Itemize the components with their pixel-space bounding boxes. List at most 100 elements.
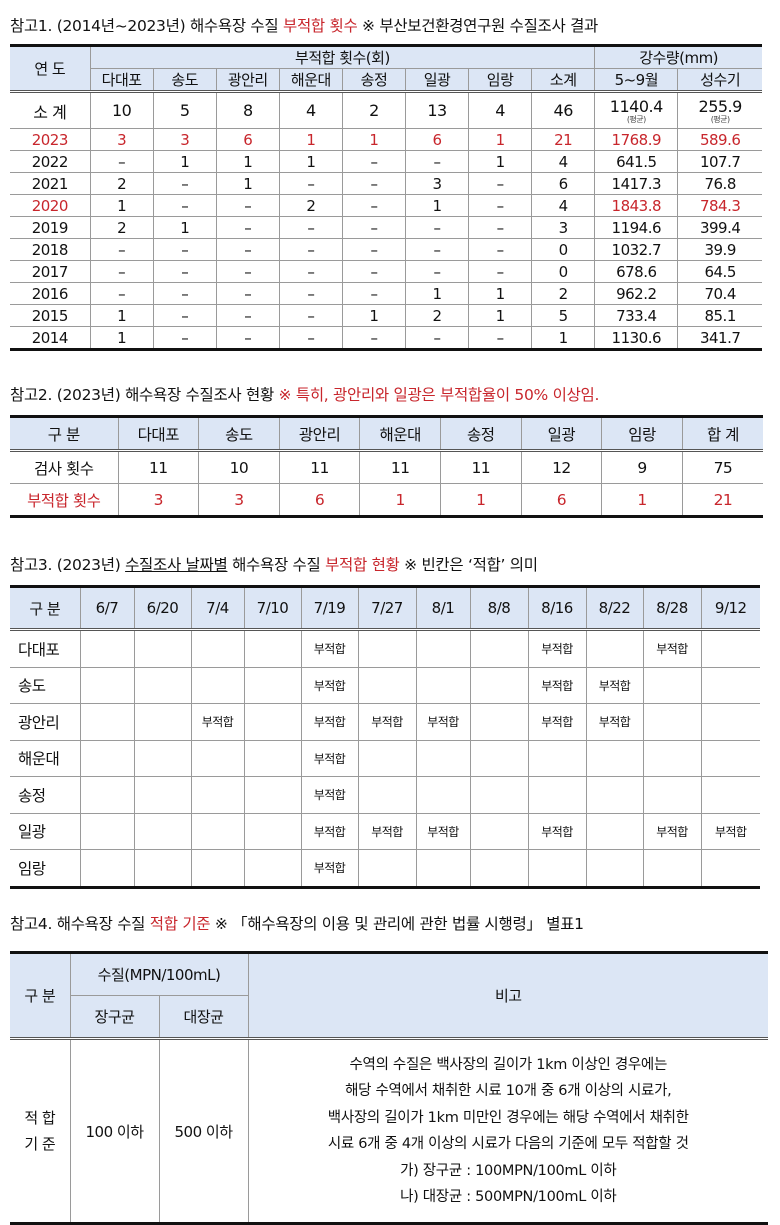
note-line: 나) 대장균 : 500MPN/100mL 이하 <box>400 1189 617 1205</box>
cell: 6 <box>404 128 470 151</box>
result-cell <box>469 629 529 668</box>
cell: 1 <box>601 483 683 517</box>
cell: 3 <box>89 128 154 151</box>
cell: 10 <box>198 450 280 484</box>
table-row: 2019 2 1– – – – –3 1194.6 399.4 <box>10 216 762 239</box>
cell: 6 <box>215 128 280 151</box>
cell: – <box>341 260 406 283</box>
ref3-title-highlight: 부적합 현황 <box>325 556 400 574</box>
ref4-title-highlight: 적합 기준 <box>149 915 211 933</box>
cell: 21 <box>681 483 763 517</box>
cell: – <box>215 238 280 261</box>
cell: 2 <box>89 172 154 195</box>
cell: 2 <box>278 194 343 217</box>
result-cell <box>700 740 760 777</box>
result-cell <box>527 740 587 777</box>
result-cell <box>243 849 302 888</box>
cell: – <box>152 238 217 261</box>
cell: 3 <box>404 172 470 195</box>
result-cell <box>415 667 471 704</box>
cell: – <box>89 260 154 283</box>
cell: – <box>152 172 217 195</box>
table-row: 2023 3 3 6 1 1 6 1 21 1768.9 589.6 <box>10 128 762 151</box>
year-cell: 2019 <box>10 216 91 239</box>
result-cell <box>79 667 135 704</box>
ref4-title-suffix: ※ 「해수욕장의 이용 및 관리에 관한 법률 시행령」 별표1 <box>210 915 584 933</box>
note-line: 해당 수역에서 채취한 시료 10개 중 6개 이상의 시료가, <box>345 1083 672 1099</box>
table-row: 광안리 부적합 부적합 부적합 부적합 부적합 부적합 <box>10 703 760 741</box>
cell: 1 <box>215 150 280 173</box>
cell: 1 <box>468 304 533 327</box>
col-header-category: 구 분 <box>10 586 81 631</box>
table-row: 다대포 부적합 부적합 부적합 <box>10 629 760 668</box>
cell: 1 <box>468 282 533 305</box>
rain-cell: 341.7 <box>677 326 762 350</box>
result-cell: 부적합 <box>300 813 359 850</box>
result-cell <box>190 740 245 777</box>
ref1-title-highlight: 부적합 횟수 <box>282 17 358 35</box>
col-header-date: 8/16 <box>527 586 587 631</box>
cell: 4 <box>468 91 533 129</box>
average-note: (평균) <box>626 115 646 124</box>
year-cell: 2020 <box>10 194 91 217</box>
year-cell: 2021 <box>10 172 91 195</box>
result-cell: 부적합 <box>642 629 702 668</box>
cell: 4 <box>531 150 596 173</box>
cell: 11 <box>440 450 522 484</box>
result-cell: 부적합 <box>527 629 587 668</box>
cell: – <box>468 326 533 350</box>
cell: 5 <box>531 304 596 327</box>
ref4-title: 참고4. 해수욕장 수질 적합 기준 ※ 「해수욕장의 이용 및 관리에 관한 … <box>10 912 584 934</box>
cell: – <box>468 172 533 195</box>
result-cell <box>79 776 135 814</box>
rain-cell: 1130.6 <box>594 326 679 350</box>
result-cell: 부적합 <box>700 813 760 850</box>
row-label: 검사 횟수 <box>10 450 119 484</box>
rain-value: 1140.4 <box>609 97 663 116</box>
year-cell: 2017 <box>10 260 91 283</box>
result-cell: 부적합 <box>357 813 417 850</box>
cell: 11 <box>278 450 361 484</box>
summary-row: 소 계 10 5 8 4 2 13 4 46 1140.4 (평균) 255.9 (평균) <box>10 91 762 129</box>
col-header-rain: 5~9월 <box>594 68 679 93</box>
col-header-date: 6/7 <box>79 586 135 631</box>
result-cell <box>585 849 644 888</box>
beach-label: 송정 <box>10 776 81 814</box>
table-row: 2018– – – – – – –0 1032.7 39.9 <box>10 238 762 261</box>
result-cell <box>190 776 245 814</box>
result-cell <box>700 667 760 704</box>
col-header: 구 분 <box>10 416 119 452</box>
year-cell: 2015 <box>10 304 91 327</box>
cell: 1 <box>89 326 154 350</box>
col-header-date: 7/4 <box>190 586 245 631</box>
cell: 1 <box>152 216 217 239</box>
rain-cell: 589.6 <box>677 128 762 151</box>
ref1-table: 연 도 부적합 횟수(회) 강수량(mm) 다대포 송도 광안리 해운대 송정 일광 임랑 소계 5~… <box>10 44 762 351</box>
ref2-table: 구 분 다대포 송도 광안리 해운대 송정 일광 임랑 합 계 검사 횟수 11 10 11 11 11 12… <box>10 415 763 518</box>
cell: – <box>468 194 533 217</box>
cell: 13 <box>404 91 470 129</box>
ecoli-limit: 500 이하 <box>158 1038 249 1224</box>
col-header-rain: 성수기 <box>677 68 762 93</box>
result-cell <box>700 629 760 668</box>
table-row: 송정 부적합 <box>10 776 760 814</box>
col-header-beach: 송정 <box>341 68 406 93</box>
cell: 0 <box>531 238 596 261</box>
cell: – <box>152 282 217 305</box>
col-header: 합 계 <box>681 416 763 452</box>
result-cell: 부적합 <box>415 813 471 850</box>
note-line: 백사장의 길이가 1km 미만인 경우에는 해당 수역에서 채취한 <box>327 1109 689 1126</box>
cell: – <box>468 238 533 261</box>
cell: – <box>404 260 470 283</box>
col-header: 송정 <box>440 416 522 452</box>
rain-cell: 784.3 <box>677 194 762 217</box>
cell: 9 <box>601 450 683 484</box>
result-cell <box>527 849 587 888</box>
result-cell <box>527 776 587 814</box>
result-cell: 부적합 <box>527 667 587 704</box>
cell: 5 <box>152 91 217 129</box>
cell: 12 <box>520 450 603 484</box>
table-row: 송도 부적합 부적합 부적합 <box>10 667 760 704</box>
cell: – <box>341 194 406 217</box>
